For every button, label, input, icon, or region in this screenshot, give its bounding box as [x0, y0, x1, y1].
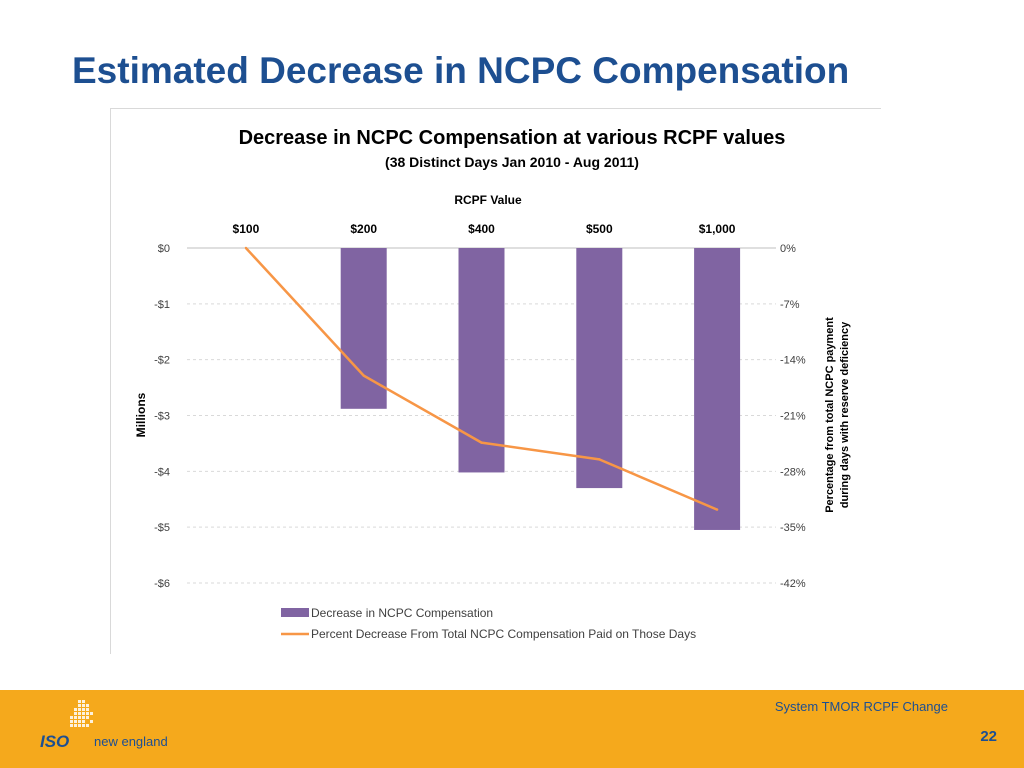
chart-panel: Decrease in NCPC Compensation at various…: [110, 108, 881, 654]
line-point: [715, 508, 719, 511]
x-tick-label: $100: [233, 222, 260, 236]
x-tick-label: $200: [350, 222, 377, 236]
logo-iso-text: ISO: [40, 732, 70, 751]
footer-caption: System TMOR RCPF Change: [774, 699, 948, 714]
y-tick-label: -$6: [154, 578, 170, 590]
y2-tick-label: -7%: [780, 299, 800, 311]
y2-tick-label: 0%: [780, 243, 796, 255]
bar: [340, 248, 387, 409]
chart: Decrease in NCPC Compensation at various…: [134, 127, 851, 641]
y2-axis-label-line1: Percentage from total NCPC payment: [824, 317, 836, 513]
new-england-map-icon: [70, 700, 93, 727]
line-point: [480, 441, 483, 444]
x-tick-label: $1,000: [699, 222, 736, 236]
y2-tick-label: -14%: [780, 355, 806, 367]
y-tick-label: -$2: [154, 355, 170, 367]
bar: [458, 248, 505, 473]
logo-name-text: new england: [94, 734, 168, 749]
y-tick-label: -$4: [154, 466, 170, 478]
y-tick-label: -$1: [154, 299, 170, 311]
y2-axis-label-line2: during days with reserve deficiency: [839, 321, 851, 508]
y-tick-label: -$5: [154, 522, 170, 534]
line-point: [598, 458, 601, 461]
bar: [576, 248, 623, 489]
page-number: 22: [980, 728, 997, 745]
slide-title: Estimated Decrease in NCPC Compensation: [72, 50, 850, 91]
x-axis-label: RCPF Value: [454, 193, 522, 207]
y-axis-label: Millions: [134, 392, 148, 437]
y-tick-label: -$3: [154, 411, 170, 423]
bar: [694, 248, 741, 530]
y2-tick-label: -28%: [780, 466, 806, 478]
x-tick-label: $500: [586, 222, 613, 236]
legend-label-bar: Decrease in NCPC Compensation: [311, 606, 493, 620]
line-point: [362, 374, 365, 377]
chart-subtitle: (38 Distinct Days Jan 2010 - Aug 2011): [385, 154, 639, 170]
y-tick-label: $0: [158, 243, 170, 255]
iso-new-england-logo: ISO new england: [40, 698, 190, 760]
y2-tick-label: -42%: [780, 578, 806, 590]
legend-label-line: Percent Decrease From Total NCPC Compens…: [311, 627, 696, 641]
y2-tick-label: -35%: [780, 522, 806, 534]
footer-bar: ISO new england System TMOR RCPF Change …: [0, 690, 1024, 768]
chart-title: Decrease in NCPC Compensation at various…: [239, 127, 786, 149]
legend-swatch-bar: [281, 608, 309, 617]
x-tick-label: $400: [468, 222, 495, 236]
line-point: [244, 246, 248, 250]
y2-tick-label: -21%: [780, 411, 806, 423]
